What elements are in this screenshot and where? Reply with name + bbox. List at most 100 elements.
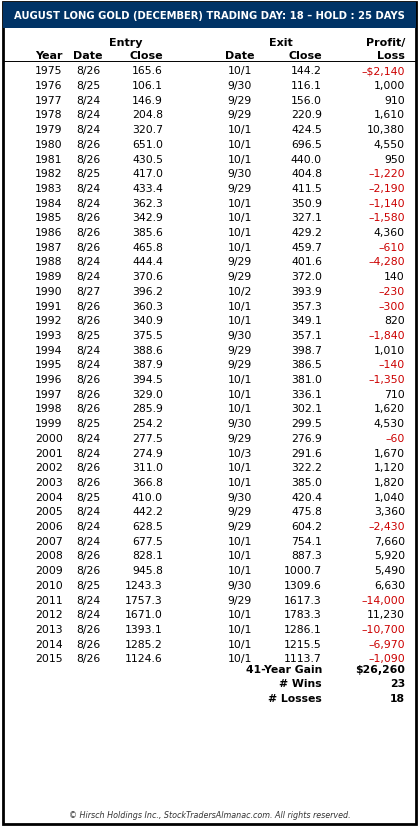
Text: 10/1: 10/1: [228, 316, 252, 326]
Text: 393.9: 393.9: [291, 286, 322, 297]
Text: –$2,140: –$2,140: [362, 66, 405, 76]
Text: 4,530: 4,530: [374, 418, 405, 428]
Text: 9/29: 9/29: [228, 521, 252, 532]
Text: 1,820: 1,820: [374, 477, 405, 487]
Text: 394.5: 394.5: [132, 375, 163, 385]
Text: –10,700: –10,700: [361, 624, 405, 634]
Text: 10/1: 10/1: [228, 462, 252, 473]
Text: 285.9: 285.9: [132, 404, 163, 414]
Text: Loss: Loss: [377, 51, 405, 61]
Text: 8/25: 8/25: [76, 492, 100, 502]
Text: 302.1: 302.1: [291, 404, 322, 414]
Text: Close: Close: [129, 51, 163, 61]
Text: 2008: 2008: [35, 551, 63, 561]
Text: 329.0: 329.0: [132, 390, 163, 399]
Text: 1979: 1979: [35, 125, 62, 135]
Text: 628.5: 628.5: [132, 521, 163, 532]
Text: 2003: 2003: [35, 477, 63, 487]
Text: © Hirsch Holdings Inc., StockTradersAlmanac.com. All rights reserved.: © Hirsch Holdings Inc., StockTradersAlma…: [69, 810, 350, 819]
Text: 910: 910: [384, 96, 405, 106]
Text: 2006: 2006: [35, 521, 63, 532]
Text: 1995: 1995: [35, 360, 62, 370]
Text: 8/25: 8/25: [76, 81, 100, 91]
Text: $26,260: $26,260: [355, 664, 405, 674]
Text: 10/1: 10/1: [228, 536, 252, 546]
Text: –6,970: –6,970: [368, 639, 405, 649]
Text: # Losses: # Losses: [268, 693, 322, 703]
Text: 9/29: 9/29: [228, 433, 252, 443]
Text: Entry: Entry: [109, 38, 142, 48]
Text: 8/24: 8/24: [76, 507, 100, 517]
Text: 277.5: 277.5: [132, 433, 163, 443]
Text: 8/25: 8/25: [76, 581, 100, 590]
Text: Profit/: Profit/: [366, 38, 405, 48]
Text: 396.2: 396.2: [132, 286, 163, 297]
Text: 8/24: 8/24: [76, 184, 100, 194]
Text: 433.4: 433.4: [132, 184, 163, 194]
Text: 385.6: 385.6: [132, 227, 163, 238]
Text: 2004: 2004: [35, 492, 63, 502]
Text: 430.5: 430.5: [132, 155, 163, 165]
Text: 8/26: 8/26: [76, 462, 100, 473]
Text: 2015: 2015: [35, 653, 62, 663]
Text: Date: Date: [225, 51, 255, 61]
Text: 8/26: 8/26: [76, 404, 100, 414]
Text: 8/24: 8/24: [76, 595, 100, 605]
Text: 370.6: 370.6: [132, 272, 163, 282]
Text: –1,090: –1,090: [368, 653, 405, 663]
Text: 8/24: 8/24: [76, 198, 100, 208]
Text: 1113.7: 1113.7: [284, 653, 322, 663]
Text: 9/29: 9/29: [228, 184, 252, 194]
Text: 5,920: 5,920: [374, 551, 405, 561]
Text: 417.0: 417.0: [132, 169, 163, 179]
Text: 146.9: 146.9: [132, 96, 163, 106]
Text: 9/29: 9/29: [228, 507, 252, 517]
Text: –1,350: –1,350: [368, 375, 405, 385]
Text: 1671.0: 1671.0: [125, 609, 163, 619]
Text: 677.5: 677.5: [132, 536, 163, 546]
Text: 9/30: 9/30: [228, 418, 252, 428]
Text: 106.1: 106.1: [132, 81, 163, 91]
Text: –140: –140: [379, 360, 405, 370]
Text: 1986: 1986: [35, 227, 62, 238]
Text: 8/24: 8/24: [76, 609, 100, 619]
Text: 386.5: 386.5: [291, 360, 322, 370]
Text: 1978: 1978: [35, 110, 62, 120]
Text: 9/30: 9/30: [228, 81, 252, 91]
Text: Exit: Exit: [269, 38, 293, 48]
Text: 156.0: 156.0: [291, 96, 322, 106]
Text: 8/24: 8/24: [76, 345, 100, 356]
Text: 1994: 1994: [35, 345, 62, 356]
Text: 10/1: 10/1: [228, 125, 252, 135]
Text: 2013: 2013: [35, 624, 62, 634]
Text: 465.8: 465.8: [132, 242, 163, 252]
Text: 1987: 1987: [35, 242, 62, 252]
Text: 10/1: 10/1: [228, 653, 252, 663]
Text: 2012: 2012: [35, 609, 62, 619]
Text: 2007: 2007: [35, 536, 63, 546]
Text: 165.6: 165.6: [132, 66, 163, 76]
Text: 410.0: 410.0: [132, 492, 163, 502]
Text: AUGUST LONG GOLD (DECEMBER) TRADING DAY: 18 – HOLD : 25 DAYS: AUGUST LONG GOLD (DECEMBER) TRADING DAY:…: [14, 11, 405, 21]
Text: 10/1: 10/1: [228, 477, 252, 487]
Text: 322.2: 322.2: [291, 462, 322, 473]
Text: 8/26: 8/26: [76, 301, 100, 311]
Text: 23: 23: [390, 678, 405, 689]
Text: 10/1: 10/1: [228, 242, 252, 252]
Text: –610: –610: [379, 242, 405, 252]
Text: 2014: 2014: [35, 639, 62, 649]
Text: 696.5: 696.5: [291, 140, 322, 150]
Text: 1984: 1984: [35, 198, 62, 208]
Text: 1,120: 1,120: [374, 462, 405, 473]
Text: 8/26: 8/26: [76, 477, 100, 487]
Text: 945.8: 945.8: [132, 566, 163, 576]
Text: 1998: 1998: [35, 404, 62, 414]
Text: 360.3: 360.3: [132, 301, 163, 311]
Text: 1617.3: 1617.3: [284, 595, 322, 605]
Text: 604.2: 604.2: [291, 521, 322, 532]
Text: 10,380: 10,380: [367, 125, 405, 135]
Text: 651.0: 651.0: [132, 140, 163, 150]
Text: 3,360: 3,360: [374, 507, 405, 517]
Text: 1215.5: 1215.5: [284, 639, 322, 649]
Text: –2,430: –2,430: [368, 521, 405, 532]
